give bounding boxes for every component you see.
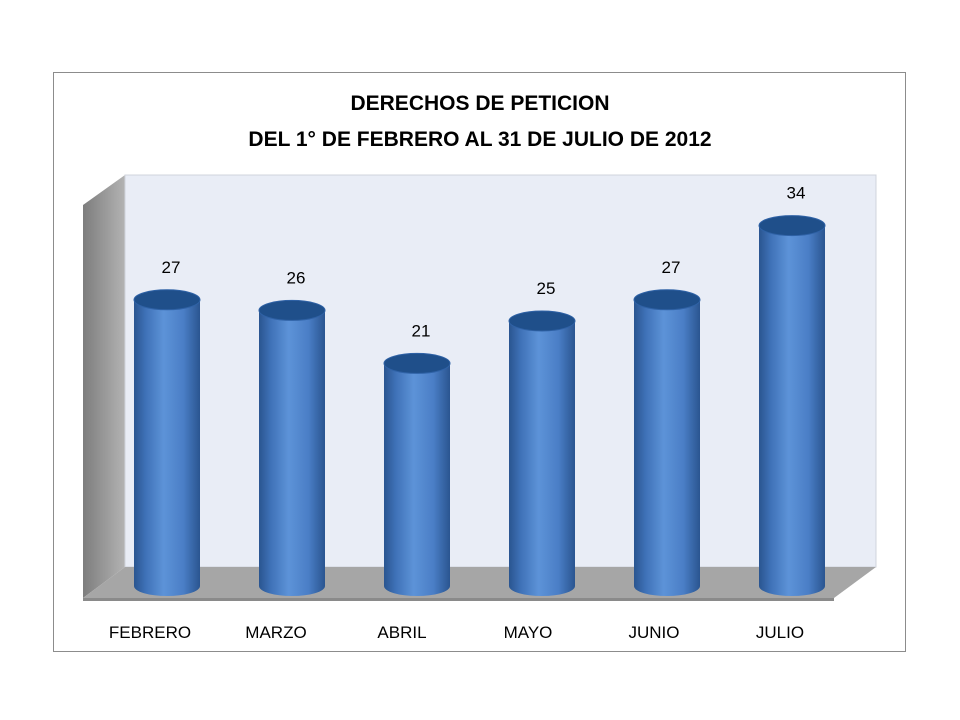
category-label-mayo: MAYO bbox=[504, 623, 553, 642]
bar-junio bbox=[633, 289, 701, 596]
bar-body bbox=[384, 363, 450, 596]
data-label-marzo: 26 bbox=[287, 268, 306, 287]
bar-top bbox=[258, 299, 326, 321]
bar-julio bbox=[758, 215, 826, 596]
data-label-abril: 21 bbox=[412, 321, 431, 340]
bar-mayo bbox=[508, 310, 576, 596]
chart-subtitle: DEL 1° DE FEBRERO AL 31 DE JULIO DE 2012 bbox=[248, 128, 711, 151]
category-label-julio: JULIO bbox=[756, 623, 804, 642]
category-label-junio: JUNIO bbox=[629, 623, 680, 642]
category-label-abril: ABRIL bbox=[377, 623, 426, 642]
data-label-julio: 34 bbox=[787, 184, 806, 203]
bar-marzo bbox=[258, 299, 326, 596]
bar-top bbox=[633, 289, 701, 311]
floor bbox=[83, 567, 876, 598]
category-label-marzo: MARZO bbox=[245, 623, 306, 642]
bar-febrero bbox=[133, 289, 201, 596]
bar-top bbox=[508, 310, 576, 332]
bar-top bbox=[383, 352, 451, 374]
bar-top bbox=[133, 289, 201, 311]
chart-title: DERECHOS DE PETICION bbox=[350, 92, 609, 115]
bar-body bbox=[759, 225, 825, 596]
data-label-mayo: 25 bbox=[537, 279, 556, 298]
data-label-febrero: 27 bbox=[162, 258, 181, 277]
side-wall bbox=[83, 175, 125, 598]
category-label-febrero: FEBRERO bbox=[109, 623, 191, 642]
data-label-junio: 27 bbox=[662, 258, 681, 277]
bar-top bbox=[758, 215, 826, 237]
bar-body bbox=[259, 310, 325, 596]
bar-body bbox=[634, 299, 700, 596]
floor-front-edge bbox=[83, 598, 834, 601]
bar-abril bbox=[383, 352, 451, 596]
chart-walls bbox=[83, 174, 877, 601]
bar-body bbox=[134, 299, 200, 596]
bar-body bbox=[509, 321, 575, 596]
